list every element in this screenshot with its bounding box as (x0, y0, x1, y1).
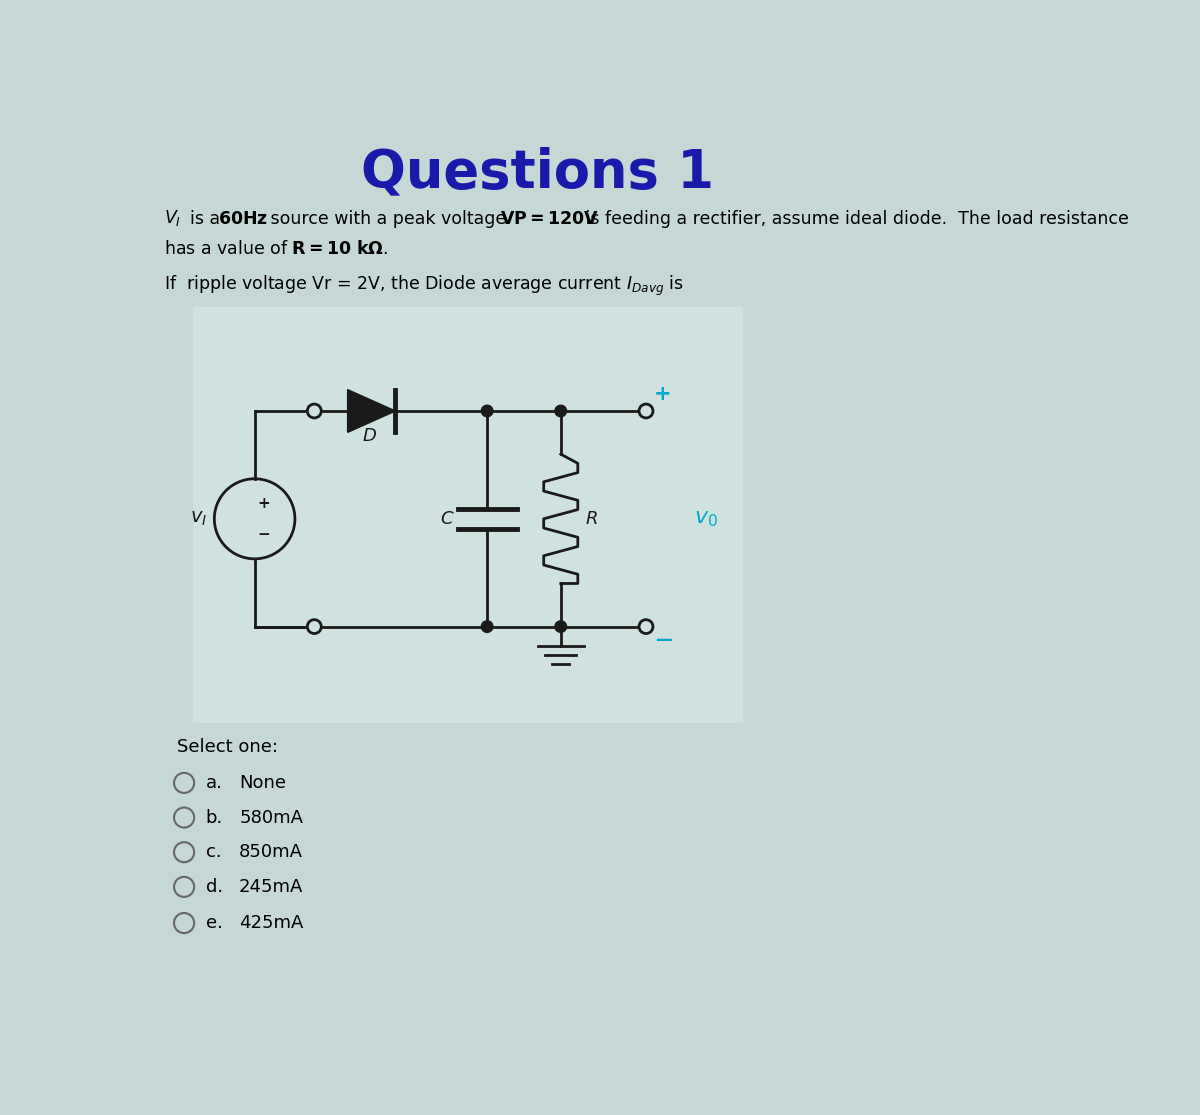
Text: e.: e. (206, 914, 223, 932)
Text: −: − (258, 526, 270, 542)
Text: is a: is a (191, 210, 226, 227)
Text: $\mathit{V_I}$: $\mathit{V_I}$ (164, 209, 181, 229)
Text: +: + (258, 496, 270, 511)
Text: R: R (586, 510, 598, 527)
Circle shape (554, 621, 566, 632)
Text: $\mathbf{VP=120V}$: $\mathbf{VP=120V}$ (500, 210, 600, 227)
Text: has a value of $\mathbf{R= 10\ k\Omega}$.: has a value of $\mathbf{R= 10\ k\Omega}$… (164, 241, 388, 259)
Text: 425mA: 425mA (239, 914, 304, 932)
Text: $\mathit{v_I}$: $\mathit{v_I}$ (191, 510, 208, 529)
Circle shape (640, 404, 653, 418)
Text: If  ripple voltage Vr = 2V, the Diode average current $\mathit{I}_{Davg}$ is: If ripple voltage Vr = 2V, the Diode ave… (164, 273, 684, 298)
Text: 580mA: 580mA (239, 808, 304, 826)
Circle shape (307, 404, 322, 418)
Text: c.: c. (206, 843, 222, 861)
Circle shape (481, 621, 493, 632)
Text: $\mathbf{60Hz}$: $\mathbf{60Hz}$ (218, 210, 268, 227)
Circle shape (307, 620, 322, 633)
Circle shape (640, 620, 653, 633)
Text: None: None (239, 774, 286, 792)
Text: 245mA: 245mA (239, 878, 304, 895)
Text: —: — (655, 631, 671, 649)
Text: d.: d. (206, 878, 223, 895)
Text: C: C (440, 510, 454, 527)
Text: 850mA: 850mA (239, 843, 304, 861)
Text: Questions 1: Questions 1 (361, 146, 714, 198)
Text: source with a peak voltage: source with a peak voltage (265, 210, 511, 227)
Bar (193, 307, 743, 723)
Text: is feeding a rectifier, assume ideal diode.  The load resistance: is feeding a rectifier, assume ideal dio… (580, 210, 1129, 227)
Text: a.: a. (206, 774, 223, 792)
Text: $\mathit{v_0}$: $\mathit{v_0}$ (695, 508, 719, 529)
Polygon shape (348, 389, 396, 433)
Text: b.: b. (206, 808, 223, 826)
Circle shape (554, 405, 566, 417)
Text: D: D (362, 427, 376, 445)
Text: +: + (654, 384, 672, 404)
Text: Select one:: Select one: (178, 738, 278, 756)
Circle shape (481, 405, 493, 417)
